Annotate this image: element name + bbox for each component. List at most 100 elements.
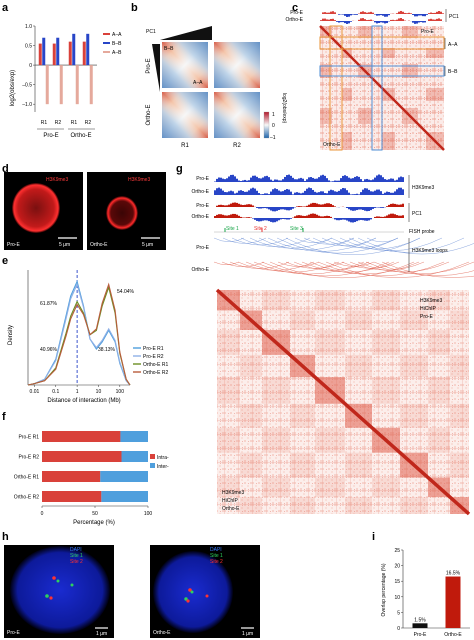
- panel-c-track-bar: [394, 20, 396, 21]
- panel-c-track-bar: [332, 11, 334, 14]
- panel-g-pc1-bar: [302, 215, 304, 218]
- panel-g-loop-proe: [222, 237, 267, 244]
- panel-g-pc1-bar: [258, 207, 260, 209]
- panel-g-pc1-bar: [314, 202, 316, 207]
- panel-i-category-label: Ortho-E: [444, 632, 462, 638]
- panel-g-offdiag-block: [217, 477, 240, 498]
- panel-g-chip-bar: [242, 190, 244, 195]
- panel-g-chip-bar: [288, 189, 290, 195]
- panel-g-pc1-bar: [392, 203, 394, 207]
- panel-c-track-bar: [442, 13, 444, 14]
- panel-g-chip-bar: [330, 181, 332, 182]
- panel-c-track-bar: [432, 19, 434, 21]
- panel-g-pc1-bar: [396, 215, 398, 218]
- panel-g-chip-bar: [332, 181, 334, 182]
- panel-f-bar-Inter-: [121, 451, 148, 462]
- panel-label-i: i: [372, 531, 375, 543]
- panel-g-chip-bar: [268, 177, 270, 182]
- panel-g-offdiag-block: [217, 330, 240, 355]
- panel-g-pc1-bar: [264, 218, 266, 221]
- panel-g-chip-bar: [296, 192, 298, 195]
- panel-c-track-bar: [346, 21, 348, 24]
- panel-c-block: [402, 26, 418, 38]
- panel-c-track-bar: [376, 14, 378, 16]
- panel-g-pc1-bar: [270, 207, 272, 211]
- panel-g-chip-bar: [370, 191, 372, 195]
- panel-g-chip-bar: [394, 191, 396, 195]
- panel-g-loop-proe: [267, 237, 377, 252]
- panel-g-chip-bar: [338, 190, 340, 195]
- panel-g-pc1-bar: [334, 206, 336, 207]
- panel-c-track-bar: [350, 21, 352, 22]
- panel-g-offdiag-block: [372, 330, 400, 355]
- panel-g-pc1-bar: [330, 216, 332, 218]
- panel-f-xtick-label: 0: [41, 511, 44, 517]
- panel-g-pc1-bar: [398, 215, 400, 218]
- panel-g-chip-bar: [402, 189, 404, 195]
- panel-g-chip-bar: [262, 177, 264, 182]
- panel-g-chip-bar: [252, 187, 254, 195]
- panel-c-track-bar: [388, 14, 390, 16]
- panel-g-chip-bar: [220, 188, 222, 195]
- panel-g-chip-bar: [388, 179, 390, 182]
- panel-e-xlabel: Distance of interaction (Mb): [47, 398, 120, 404]
- panel-g-chip-bar: [276, 179, 278, 182]
- panel-g-pc1-bar: [230, 203, 232, 207]
- panel-g-chip-bar: [368, 179, 370, 182]
- panel-g-chip-bar: [292, 177, 294, 182]
- panel-g-chip-bar: [258, 193, 260, 195]
- panel-c-block: [320, 108, 332, 124]
- panel-c-track-bar: [420, 14, 422, 16]
- panel-g-chip-bar: [336, 191, 338, 195]
- panel-g-pc1-proe: Pro-E: [196, 203, 209, 209]
- panel-g-pc1-bar: [224, 215, 226, 218]
- panel-e-legend-label: Pro-E R1: [143, 346, 164, 352]
- panel-g-pc1-bar: [300, 215, 302, 218]
- panel-g-pc1-bar: [242, 205, 244, 207]
- panel-g-chip-bar: [248, 180, 250, 182]
- panel-i-ytick-label: 15: [394, 579, 400, 585]
- panel-g-loop-orthoe: [229, 261, 290, 269]
- panel-g-pc1-bar: [366, 218, 368, 221]
- panel-g-loop-orthoe: [221, 261, 265, 267]
- panel-c-track-bar: [324, 18, 326, 21]
- panel-e-curves: [27, 279, 131, 386]
- panel-g-pc1-bar: [272, 218, 274, 223]
- panel-g-offdiag-block: [345, 452, 372, 478]
- panel-g-offdiag-block: [372, 290, 400, 311]
- panel-g-offdiag-block: [262, 477, 290, 498]
- panel-g-pc1-bar: [376, 216, 378, 218]
- panel-g-pc1-bar: [280, 218, 282, 220]
- panel-e-legend-label: Ortho-E R2: [143, 370, 169, 376]
- panel-g-pc1-bar: [284, 218, 286, 220]
- panel-g-pc1-bar: [274, 218, 276, 223]
- panel-g-pc1-bar: [348, 207, 350, 210]
- panel-g-pc1-bar: [382, 216, 384, 218]
- panel-i-ylabel: Overlap percentage (%): [381, 563, 387, 616]
- panel-c-track-bar: [334, 12, 336, 14]
- panel-f-bars: Pro-E R1 Pro-E R2 Ortho-E R1 Ortho-E R2: [14, 431, 148, 502]
- panel-g-chip-bar: [256, 176, 258, 182]
- panel-g-chip-bar: [396, 189, 398, 195]
- panel-g-pc1-bar: [226, 205, 228, 207]
- panel-g-chip-bar: [222, 190, 224, 195]
- panel-c-tri-top: Pro-E: [421, 29, 434, 35]
- panel-g-pc1-bar: [372, 207, 374, 209]
- panel-g-chip-bar: [390, 178, 392, 182]
- panel-g-chip-bar: [362, 189, 364, 195]
- panel-g-pc1-bar: [282, 207, 284, 210]
- panel-d-microscopy: H3K9me3 Pro-E 5 μm H3K9me3 Ortho-E 5 μm: [4, 172, 166, 250]
- panel-f-bar-Inter-: [100, 471, 148, 482]
- panel-g-pc1-bar: [240, 204, 242, 207]
- panel-g-pc1-bar: [216, 205, 218, 207]
- panel-g-pc1-bar: [278, 218, 280, 221]
- panel-f-row-label: Ortho-E R1: [14, 475, 40, 481]
- panel-g-chip-bar: [286, 189, 288, 195]
- panel-g-offdiag-block: [240, 452, 262, 478]
- panel-g-pc1-bar: [236, 202, 238, 207]
- panel-c-track-bar: [358, 19, 360, 21]
- panel-c-track-bar: [366, 20, 368, 21]
- panel-g-chip-bar: [366, 188, 368, 195]
- panel-g-chip-bar: [236, 178, 238, 182]
- panel-d-nucleus-orthoe: [106, 196, 138, 230]
